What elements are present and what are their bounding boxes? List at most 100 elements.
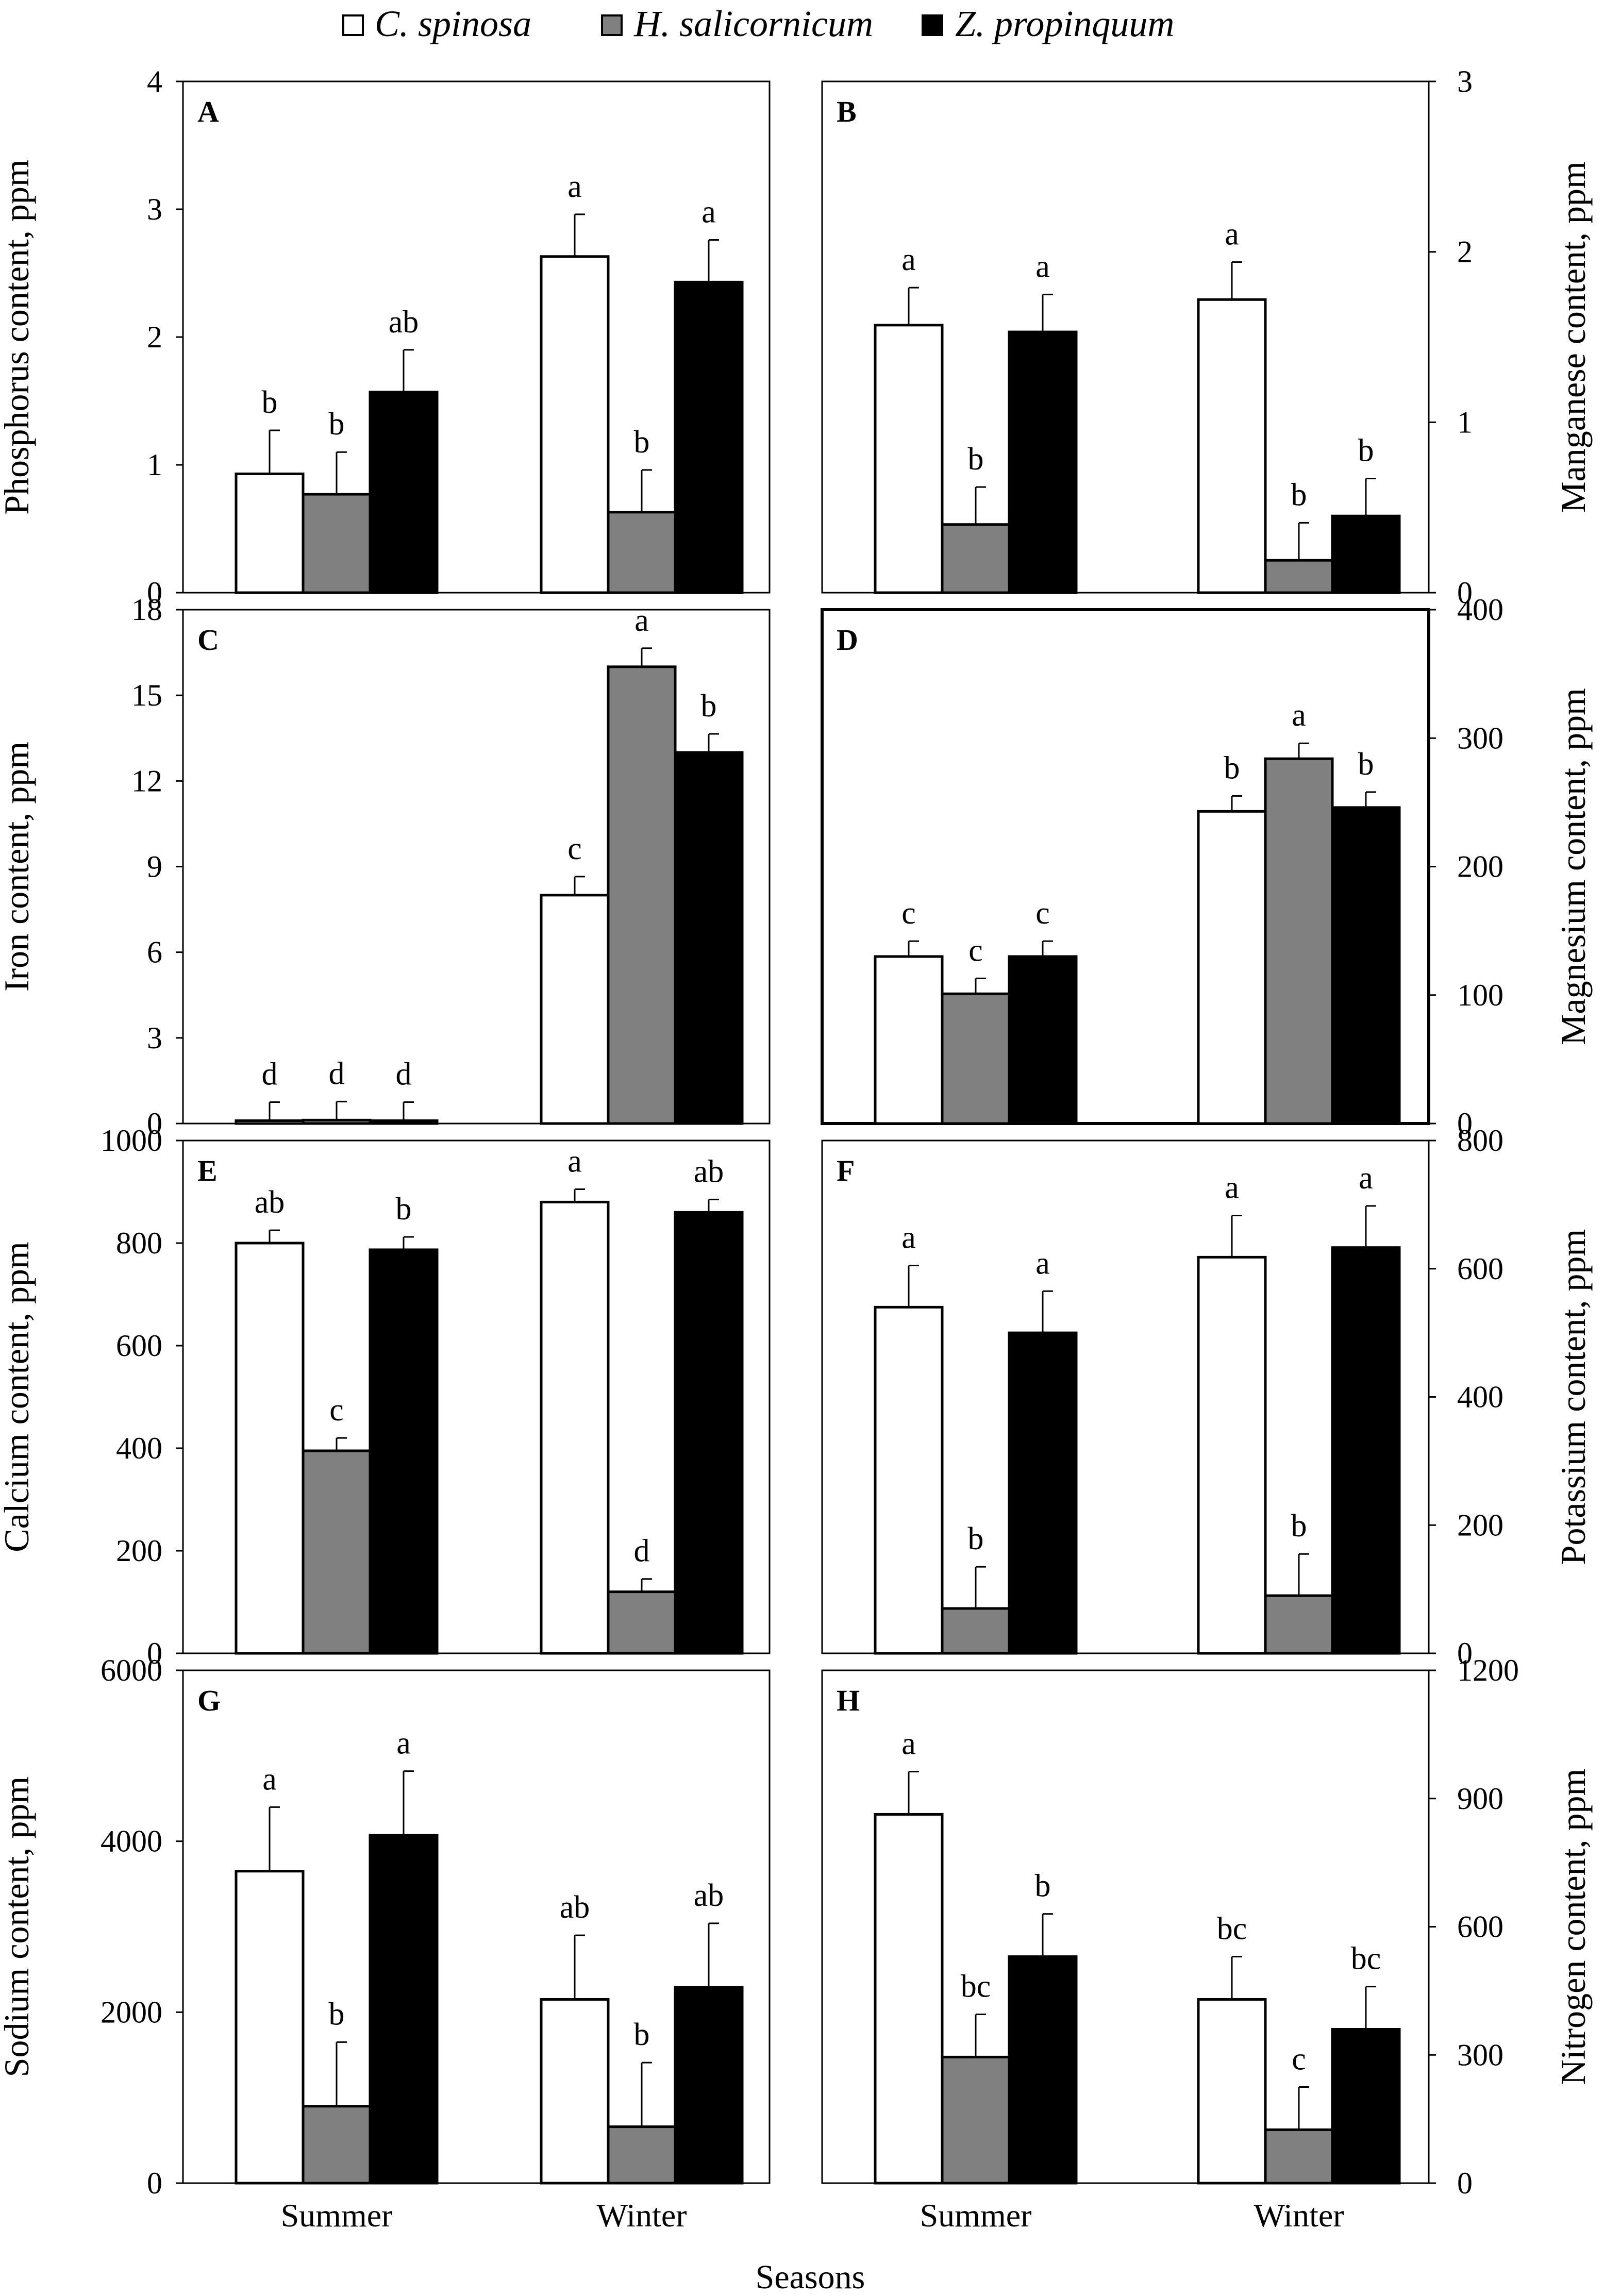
panel-c-winter-h-salicornicum-bar xyxy=(607,665,677,1125)
panel-f-winter-c-spinosa-sig-label: a xyxy=(1225,1170,1239,1205)
panel-c-y-axis-title: Iron content, ppm xyxy=(0,742,36,992)
panel-h-winter-z-propinquum-sig-label: bc xyxy=(1351,1941,1381,1976)
panel-c-summer-c-spinosa-sig-label: d xyxy=(262,1057,278,1092)
panel-c-summer-h-salicornicum-bar xyxy=(302,1118,372,1125)
panel-e-letter: E xyxy=(197,1154,218,1187)
panel-d-ytick-label: 400 xyxy=(1457,593,1503,627)
panel-f-summer-z-propinquum-sig-label: a xyxy=(1035,1246,1050,1281)
panel-f-summer-h-salicornicum-sig-label: b xyxy=(968,1521,984,1556)
panel-e-summer-c-spinosa-sig-label: ab xyxy=(255,1185,285,1220)
panel-h-winter-c-spinosa-sig-label: bc xyxy=(1217,1912,1247,1947)
panel-a-summer-z-propinquum-sig-label: ab xyxy=(389,305,419,340)
panel-g-category-summer: Summer xyxy=(281,2197,393,2234)
panel-b-summer-h-salicornicum-sig-label: b xyxy=(968,442,984,477)
panel-g-y-axis-title: Sodium content, ppm xyxy=(0,1777,36,2077)
panel-g-winter-h-salicornicum-bar xyxy=(607,2125,677,2185)
panel-f-summer-h-salicornicum-bar xyxy=(941,1607,1011,1655)
panel-g-winter-z-propinquum-bar xyxy=(674,1986,744,2185)
panel-g-ytick-label: 2000 xyxy=(101,1995,162,2029)
panel-d-letter: D xyxy=(837,623,858,657)
panel-h-ytick-label: 1200 xyxy=(1457,1653,1519,1687)
panel-a-winter-c-spinosa-bar xyxy=(540,255,610,594)
panel-e-summer-h-salicornicum-bar xyxy=(302,1449,372,1655)
panel-a-winter-z-propinquum-bar xyxy=(674,280,744,594)
panel-e-ytick-label: 200 xyxy=(116,1534,162,1568)
panel-a-summer-c-spinosa-bar xyxy=(235,472,305,594)
panel-c-summer-h-salicornicum-sig-label: d xyxy=(329,1056,345,1091)
panel-g-summer-z-propinquum-sig-label: a xyxy=(396,1726,411,1761)
legend-label-h-salicornicum: H. salicornicum xyxy=(633,3,873,44)
panel-b-winter-c-spinosa-bar xyxy=(1197,298,1267,594)
panel-h-y-axis-title: Nitrogen content, ppm xyxy=(1553,1769,1593,2085)
x-axis-title: Seasons xyxy=(756,2258,865,2296)
panel-c-ytick-label: 3 xyxy=(147,1021,162,1055)
panel-c-winter-c-spinosa-sig-label: c xyxy=(567,831,582,866)
panel-g-summer-h-salicornicum-bar xyxy=(302,2105,372,2185)
panel-b-frame xyxy=(821,80,1430,594)
panel-a-summer-z-propinquum-bar xyxy=(369,391,439,594)
panel-d-ytick-label: 300 xyxy=(1457,721,1503,755)
panel-g-summer-h-salicornicum-sig-label: b xyxy=(329,1997,345,2032)
panel-a-ytick-label: 2 xyxy=(147,320,162,354)
legend-swatch-z-propinquum xyxy=(922,14,943,36)
panel-c-ytick-label: 12 xyxy=(131,764,162,798)
panel-g-winter-c-spinosa-bar xyxy=(540,1998,610,2185)
panel-f-winter-z-propinquum-sig-label: a xyxy=(1359,1161,1373,1196)
panel-f-ytick-label: 400 xyxy=(1457,1380,1503,1414)
panel-d-summer-h-salicornicum-sig-label: c xyxy=(968,933,983,968)
panel-d-ytick-label: 200 xyxy=(1457,850,1503,884)
panel-a-summer-c-spinosa-sig-label: b xyxy=(262,385,278,420)
panel-b-summer-c-spinosa-sig-label: a xyxy=(901,242,916,277)
legend: C. spinosa H. salicornicum Z. propinquum xyxy=(342,3,1174,44)
panel-b-ytick-label: 0 xyxy=(1457,576,1473,610)
panel-e-winter-z-propinquum-bar xyxy=(674,1211,744,1655)
panel-d-winter-z-propinquum-bar xyxy=(1331,806,1401,1125)
panel-a-winter-c-spinosa-sig-label: a xyxy=(567,169,582,204)
panel-c-ytick-label: 15 xyxy=(131,678,162,712)
panel-g-winter-h-salicornicum-sig-label: b xyxy=(634,2017,650,2052)
panel-b-letter: B xyxy=(837,95,857,128)
panel-h-ytick-label: 600 xyxy=(1457,1910,1503,1944)
panel-d-winter-h-salicornicum-sig-label: a xyxy=(1292,698,1306,733)
panel-f: F 0 200 400 600 800 Potassium content, ppm a b a a… xyxy=(821,1124,1593,1670)
panel-f-winter-h-salicornicum-bar xyxy=(1264,1594,1334,1655)
panel-g-summer-c-spinosa-sig-label: a xyxy=(262,1762,277,1797)
panel-h-summer-h-salicornicum-bar xyxy=(941,2055,1011,2185)
panel-c-letter: C xyxy=(197,623,219,657)
panel-e-ytick-label: 600 xyxy=(116,1329,162,1363)
panel-g-summer-z-propinquum-bar xyxy=(369,1834,439,2185)
panel-f-ytick-label: 800 xyxy=(1457,1124,1503,1158)
panel-d-winter-z-propinquum-sig-label: b xyxy=(1358,747,1374,782)
panel-h-winter-h-salicornicum-sig-label: c xyxy=(1292,2041,1306,2076)
panel-b-summer-z-propinquum-bar xyxy=(1008,330,1078,594)
panel-a-summer-h-salicornicum-bar xyxy=(302,493,372,594)
panel-b-winter-z-propinquum-sig-label: b xyxy=(1358,433,1374,468)
panel-a-ytick-label: 0 xyxy=(147,576,162,610)
panel-h-ytick-label: 0 xyxy=(1457,2166,1473,2200)
panel-a-ytick-label: 1 xyxy=(147,448,162,482)
panel-g-winter-z-propinquum-sig-label: ab xyxy=(694,1878,724,1913)
panel-g-category-winter: Winter xyxy=(596,2197,687,2234)
panel-a-ytick-label: 3 xyxy=(147,192,162,226)
panel-g-ytick-label: 4000 xyxy=(101,1824,162,1858)
legend-label-z-propinquum: Z. propinquum xyxy=(955,3,1174,44)
panel-c-ytick-label: 18 xyxy=(131,593,162,627)
panel-c-ytick-label: 0 xyxy=(147,1107,162,1141)
panel-h-ytick-label: 300 xyxy=(1457,2038,1503,2072)
panel-a-ytick-label: 4 xyxy=(147,64,162,98)
panel-g-letter: G xyxy=(197,1684,221,1717)
panel-e-summer-h-salicornicum-sig-label: c xyxy=(329,1393,344,1428)
panel-g-ytick-label: 6000 xyxy=(101,1653,162,1687)
panel-a-summer-h-salicornicum-sig-label: b xyxy=(329,407,345,442)
panel-h-winter-h-salicornicum-bar xyxy=(1264,2128,1334,2185)
panel-f-ytick-label: 200 xyxy=(1457,1508,1503,1542)
panel-b-winter-c-spinosa-sig-label: a xyxy=(1225,217,1239,252)
panel-d-summer-c-spinosa-bar xyxy=(874,955,944,1125)
panel-e-frame xyxy=(182,1139,771,1654)
panel-c-summer-z-propinquum-sig-label: d xyxy=(396,1057,412,1092)
panel-d-summer-h-salicornicum-bar xyxy=(941,992,1011,1125)
